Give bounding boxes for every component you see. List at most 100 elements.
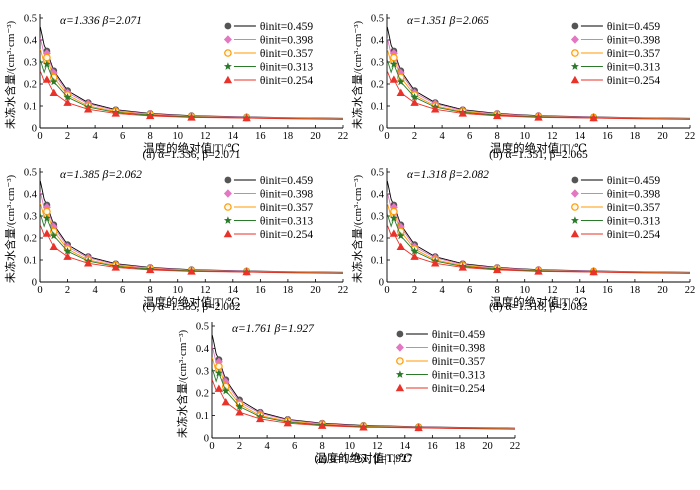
data-point [42, 49, 51, 58]
x-tick-label: 4 [264, 441, 270, 452]
data-point [431, 105, 440, 113]
legend-marker [570, 229, 580, 238]
x-tick-label: 8 [148, 131, 153, 142]
legend-marker [395, 370, 404, 378]
legend-marker [396, 330, 404, 338]
data-point [111, 109, 120, 117]
y-tick-label: 0.1 [24, 256, 37, 267]
x-tick-label: 20 [482, 441, 493, 452]
y-tick-label: 0.5 [371, 168, 384, 179]
data-point [111, 263, 120, 271]
data-point [42, 229, 52, 237]
data-point [49, 231, 58, 240]
data-point [389, 214, 398, 222]
legend-entry: θinit=0.313 [607, 62, 660, 74]
x-tick-label: 20 [310, 285, 321, 296]
data-point [187, 113, 196, 121]
x-tick-label: 2 [412, 131, 417, 142]
legend-marker [571, 176, 579, 184]
parameter-annotation: α=1.351 β=2.065 [407, 15, 489, 27]
legend-entry: θinit=0.254 [432, 383, 485, 395]
legend-marker [571, 203, 579, 211]
x-tick-label: 22 [338, 131, 349, 142]
chart-panel: 0 2 4 6 8 10 12 14 16 18 20 22 0 0.1 0.2 0.3 0.4 0.5 未冻水含量… [3, 14, 348, 162]
data-point [389, 75, 399, 83]
x-tick-label: 16 [255, 131, 266, 142]
panel-caption: (a) α=1.336, β=2.071 [143, 149, 241, 161]
legend-entry: θinit=0.459 [607, 175, 660, 187]
data-point [390, 207, 398, 216]
legend-entry: θinit=0.357 [607, 48, 660, 60]
data-point [414, 423, 423, 432]
x-tick-label: 8 [495, 285, 500, 296]
legend-marker [570, 62, 579, 70]
x-tick-label: 12 [200, 131, 211, 142]
legend-entry: θinit=0.313 [607, 216, 660, 228]
y-tick-label: 0.2 [24, 234, 37, 245]
legend-entry: θinit=0.398 [607, 35, 660, 47]
data-point [534, 113, 543, 121]
y-tick-label: 0 [379, 124, 384, 135]
parameter-annotation: α=1.336 β=2.071 [60, 15, 142, 27]
x-tick-label: 0 [209, 441, 214, 452]
data-point [145, 265, 155, 274]
x-tick-label: 22 [338, 285, 349, 296]
y-tick-label: 0.1 [196, 411, 209, 422]
legend-marker [571, 22, 579, 30]
panel-caption: (d) α=1.318, β=2.082 [489, 301, 588, 313]
x-axis-label: 温度的绝对值|T|/℃ [143, 295, 240, 309]
x-tick-label: 16 [255, 285, 266, 296]
x-tick-label: 16 [427, 441, 438, 452]
x-tick-label: 0 [37, 285, 42, 296]
legend-entry: θinit=0.357 [607, 202, 660, 214]
x-axis-label: 温度的绝对值|T|/℃ [315, 451, 412, 465]
panel-caption: (b) α=1.351, β=2.065 [489, 149, 588, 161]
x-tick-label: 14 [575, 285, 586, 296]
x-tick-label: 10 [519, 131, 530, 142]
x-tick-label: 18 [630, 131, 641, 142]
y-axis-label: 未冻水含量/(cm³·cm⁻³) [350, 21, 364, 130]
legend-marker [570, 216, 579, 224]
legend-entry: θinit=0.254 [260, 229, 313, 241]
data-point [63, 247, 72, 255]
data-point [49, 222, 58, 232]
y-tick-label: 0.3 [371, 58, 384, 69]
parameter-annotation: α=1.385 β=2.062 [60, 169, 142, 181]
x-tick-label: 10 [519, 285, 530, 296]
legend-entry: θinit=0.398 [260, 189, 313, 201]
x-tick-label: 4 [92, 285, 98, 296]
data-point [63, 252, 72, 260]
data-point [42, 214, 51, 222]
x-tick-label: 20 [657, 131, 668, 142]
x-tick-label: 4 [92, 131, 98, 142]
data-point [43, 53, 51, 62]
data-point [410, 98, 419, 106]
chart-panel: 0 2 4 6 8 10 12 14 16 18 20 22 0 0.1 0.2 0.3 0.4 0.5 未冻水含量… [350, 14, 695, 162]
legend-entry: θinit=0.254 [260, 75, 313, 87]
legend-entry: θinit=0.357 [432, 356, 485, 368]
data-point [242, 113, 251, 122]
y-axis-label: 未冻水含量/(cm³·cm⁻³) [175, 330, 189, 439]
data-point [215, 362, 223, 371]
data-point [458, 263, 467, 271]
data-point [389, 60, 398, 68]
data-point [221, 397, 230, 406]
x-tick-label: 10 [344, 441, 355, 452]
y-tick-label: 0.4 [24, 190, 38, 201]
y-tick-label: 0.4 [24, 36, 38, 47]
x-tick-label: 0 [37, 131, 42, 142]
legend-entry: θinit=0.459 [260, 175, 313, 187]
legend-entry: θinit=0.254 [607, 75, 660, 87]
y-tick-label: 0.4 [196, 344, 210, 355]
x-tick-label: 18 [283, 131, 294, 142]
y-axis-label: 未冻水含量/(cm³·cm⁻³) [3, 21, 17, 130]
data-point [589, 267, 598, 276]
data-point [396, 77, 405, 86]
data-point [410, 93, 419, 101]
data-point [214, 384, 224, 392]
parameter-annotation: α=1.318 β=2.082 [407, 169, 489, 181]
x-tick-label: 6 [467, 131, 472, 142]
legend-marker [223, 62, 232, 70]
x-tick-label: 6 [120, 285, 125, 296]
data-point [458, 109, 467, 117]
